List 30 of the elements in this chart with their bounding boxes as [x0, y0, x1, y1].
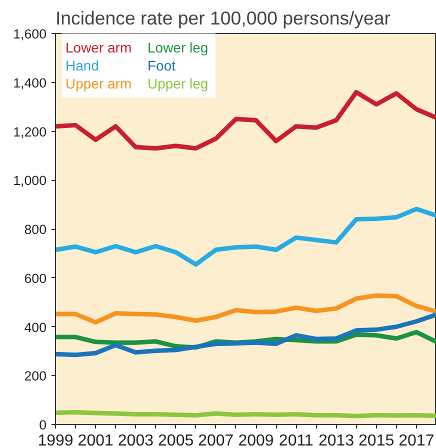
- text: Hand: [66, 58, 99, 74]
- x-tick-label: 2015: [358, 432, 394, 448]
- x-tick-label: 2001: [78, 432, 114, 448]
- y-tick-label: 1,600: [13, 26, 47, 42]
- text: Lower arm: [66, 40, 132, 56]
- y-tick-label: 800: [24, 222, 47, 237]
- y-tick-label: 0: [39, 418, 47, 432]
- x-tick-label: 2005: [158, 432, 194, 448]
- y-tick-label: 1,000: [13, 173, 47, 188]
- y-tick-label: 400: [24, 320, 47, 335]
- line-series: [56, 206, 436, 267]
- x-tick-label: 2003: [118, 432, 154, 448]
- text: Lower leg: [148, 40, 208, 56]
- text: Upper arm: [66, 76, 132, 92]
- x-tick-label: 2017: [398, 432, 434, 448]
- y-tick-label: 1,200: [13, 124, 47, 140]
- text: Foot: [148, 58, 176, 74]
- y-tick-label: 1,400: [13, 75, 47, 90]
- text: Upper leg: [148, 76, 208, 92]
- x-tick-label: 2011: [278, 432, 314, 448]
- line-series: [56, 293, 436, 325]
- x-tick-label: 2009: [238, 432, 274, 448]
- x-tick-label: 2007: [198, 432, 234, 448]
- line-series: [56, 90, 436, 151]
- x-tick-label: 2013: [318, 432, 354, 448]
- y-tick-label: 600: [24, 270, 47, 286]
- x-tick-label: 1999: [38, 432, 74, 448]
- y-tick-label: 200: [24, 368, 47, 384]
- chart-title: Incidence rate per 100,000 persons/year: [56, 8, 390, 28]
- line-series: [56, 312, 436, 358]
